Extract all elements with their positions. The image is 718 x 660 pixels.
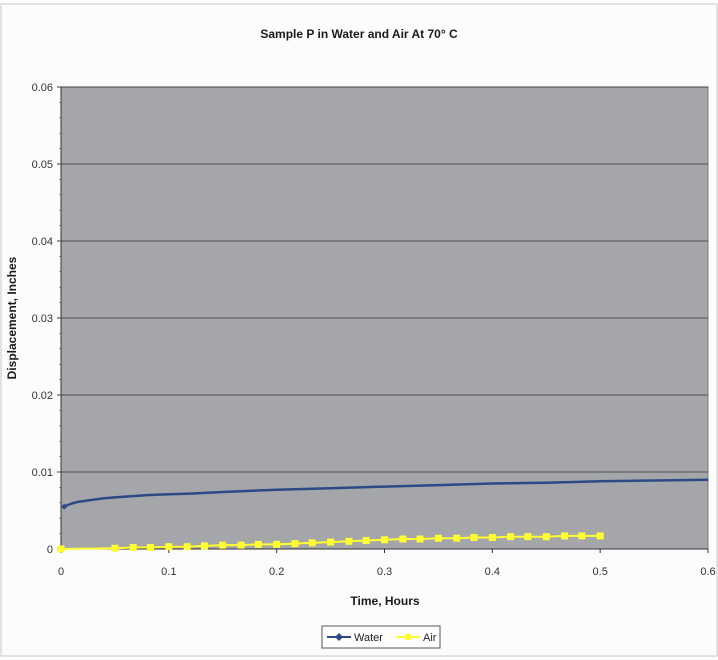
- data-point-air: [254, 540, 262, 548]
- data-point-air: [57, 545, 65, 553]
- y-tick-label: 0: [47, 544, 53, 556]
- tick-labels: 0 0.01 0.02 0.03 0.04 0.05 0.06 0 0.1 0.2 0.3 0.4 0.…: [32, 82, 716, 578]
- chart-title: Sample P in Water and Air At 70° C: [260, 27, 458, 41]
- x-tick-label: 0.5: [593, 566, 608, 578]
- series: [57, 478, 709, 553]
- data-point-air: [129, 543, 137, 551]
- x-tick-label: 0.1: [161, 566, 176, 578]
- series-line-water: [63, 478, 709, 508]
- x-tick-label: 0.6: [700, 566, 715, 578]
- data-point-air: [219, 541, 227, 549]
- legend-air-marker: [405, 634, 411, 640]
- x-tick-label: 0.4: [485, 566, 500, 578]
- data-point-air: [291, 540, 299, 548]
- data-point-air: [399, 535, 407, 543]
- legend-water-label: Water: [354, 632, 383, 644]
- data-point-air: [327, 538, 335, 546]
- data-point-air: [453, 534, 461, 542]
- data-point-air: [362, 537, 370, 545]
- series-water: [61, 478, 709, 510]
- data-point-air: [273, 540, 281, 548]
- y-tick-label: 0.03: [32, 313, 53, 325]
- data-point-air: [507, 533, 515, 541]
- data-point-air: [111, 544, 119, 552]
- x-tick-label: 0.3: [377, 566, 392, 578]
- data-point-air: [416, 535, 424, 543]
- data-point-air: [434, 534, 442, 542]
- legend-box: [321, 625, 441, 649]
- data-point-air: [147, 543, 155, 551]
- data-point-air: [578, 532, 586, 540]
- data-point-air: [524, 533, 532, 541]
- data-point-air: [237, 541, 245, 549]
- data-point-air: [165, 543, 173, 551]
- data-point-air: [561, 532, 569, 540]
- y-tick-label: 0.01: [32, 467, 53, 479]
- x-tick-label: 0: [58, 566, 64, 578]
- x-tick-label: 0.2: [269, 566, 284, 578]
- data-point-air: [470, 533, 478, 541]
- data-point-air: [542, 533, 550, 541]
- legend-air-label: Air: [423, 632, 437, 644]
- series-air: [57, 532, 604, 553]
- y-tick-label: 0.04: [32, 236, 53, 248]
- data-point-air: [596, 532, 604, 540]
- data-point-air: [488, 533, 496, 541]
- data-point-air: [183, 543, 191, 551]
- legend-water-marker: [335, 633, 343, 641]
- grid-lines: [61, 86, 708, 473]
- y-tick-label: 0.06: [32, 82, 53, 94]
- data-point-air: [381, 536, 388, 544]
- y-tick-label: 0.05: [32, 159, 53, 171]
- data-point-air: [200, 542, 208, 550]
- x-axis-title: Time, Hours: [350, 594, 419, 608]
- data-point-air: [308, 539, 316, 547]
- data-point-air: [345, 537, 353, 545]
- y-tick-label: 0.02: [32, 390, 53, 402]
- legend: Water Air: [321, 625, 441, 649]
- data-point-water: [61, 503, 68, 510]
- y-axis-title: Displacement, Inches: [5, 256, 19, 379]
